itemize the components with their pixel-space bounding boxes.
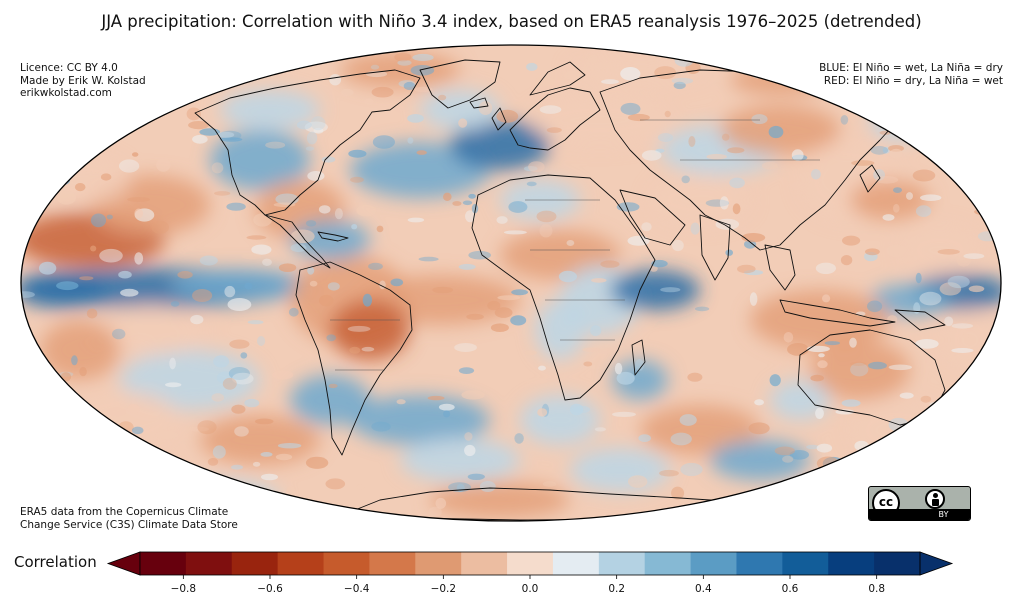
colorbar-tick-label: −0.6: [257, 583, 283, 595]
iceland-coast: [469, 97, 489, 109]
colorbar-extend-low: [106, 551, 141, 576]
europe-coast: [509, 87, 601, 151]
colorbar-tick-label: −0.2: [431, 583, 457, 595]
color-legend-note: BLUE: El Niño = wet, La Niña = dry RED: …: [819, 62, 1003, 87]
central-america-coast: [264, 214, 331, 269]
uk-coast: [491, 107, 507, 131]
colorbar-segment: [552, 552, 600, 575]
africa-coast: [471, 174, 656, 401]
source-line-2: Change Service (C3S) Climate Data Store: [20, 518, 238, 531]
colorbar-segment: [231, 552, 279, 575]
licence-note: Licence: CC BY 4.0 Made by Erik W. Kolst…: [20, 62, 146, 100]
globe-outline: [20, 44, 1002, 522]
colorbar-tick-label: 0.4: [695, 583, 712, 595]
caribbean-coast: [317, 231, 349, 242]
colorbar-segment: [323, 552, 370, 575]
colorbar-extend-high: [919, 551, 954, 576]
new-guinea-coast: [894, 309, 946, 331]
japan-coast: [859, 164, 881, 193]
colorbar-segment: [598, 552, 646, 575]
colorbar-segment: [874, 552, 921, 575]
colorbar-tick-label: 0.8: [868, 583, 885, 595]
blue-legend-line: BLUE: El Niño = wet, La Niña = dry: [819, 62, 1003, 74]
correlation-field: [21, 45, 1001, 521]
attribution-person-icon: [925, 489, 945, 509]
colorbar-segment: [736, 552, 783, 575]
colorbar-segment: [690, 552, 737, 575]
colorbar-segment: [507, 552, 554, 575]
colorbar-label: Correlation: [14, 553, 97, 571]
south-america-coast: [295, 261, 413, 456]
colorbar-segment: [782, 552, 829, 575]
indonesia-coast: [779, 299, 896, 327]
colorbar-segment: [140, 552, 187, 575]
colorbar-tick-label: −0.4: [344, 583, 370, 595]
arabia-coast: [619, 189, 686, 246]
new-zealand-coast: [954, 417, 971, 446]
colorbar-segment: [828, 552, 875, 575]
colorbar-segment: [461, 552, 508, 575]
north-america-coast: [194, 69, 421, 216]
colorbar-segment: [415, 552, 462, 575]
by-label: BY: [938, 510, 949, 519]
licence-line: Licence: CC BY 4.0: [20, 62, 118, 74]
indochina-coast: [764, 244, 796, 291]
colorbar-tick-label: −0.8: [171, 583, 197, 595]
india-coast: [699, 214, 731, 281]
colorbar-segment: [277, 552, 325, 575]
colorbar-segment: [185, 552, 233, 575]
website-line: erikwkolstad.com: [20, 87, 112, 99]
colorbar-segment: [644, 552, 692, 575]
greenland-coast: [419, 59, 501, 109]
colorbar: −0.8 −0.6 −0.4 −0.2 0.0 0.2 0.4 0.6 0.8: [106, 551, 954, 595]
colorbar-tick-label: 0.0: [522, 583, 539, 595]
red-legend-line: RED: El Niño = dry, La Niña = wet: [823, 74, 1003, 87]
colorbar-tick-label: 0.6: [782, 583, 799, 595]
madagascar-coast: [631, 339, 646, 376]
cc-by-badge: cc BY: [868, 486, 971, 521]
scandinavia-coast: [529, 61, 586, 96]
colorbar-segment: [369, 552, 416, 575]
data-source-note: ERA5 data from the Copernicus Climate Ch…: [20, 506, 238, 531]
author-line: Made by Erik W. Kolstad: [20, 74, 146, 87]
map-title: JJA precipitation: Correlation with Niño…: [101, 12, 922, 31]
source-line-1: ERA5 data from the Copernicus Climate: [20, 506, 229, 518]
colorbar-tick-label: 0.2: [608, 583, 625, 595]
